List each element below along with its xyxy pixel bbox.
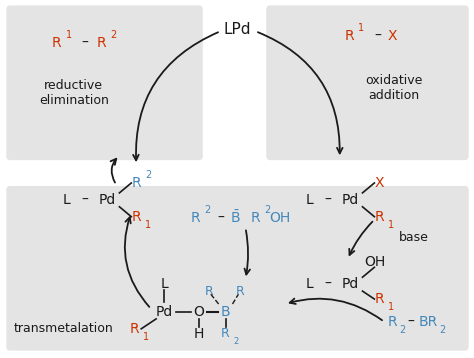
FancyBboxPatch shape [6, 5, 203, 160]
Text: X: X [388, 29, 397, 43]
Text: OH: OH [270, 211, 291, 225]
Text: 2: 2 [145, 170, 151, 180]
Text: Pd: Pd [99, 193, 116, 207]
Text: L: L [306, 193, 314, 207]
Text: 2: 2 [110, 30, 117, 40]
Text: R: R [251, 211, 260, 225]
Text: R: R [204, 285, 213, 297]
Text: Pd: Pd [155, 305, 173, 319]
Text: L: L [306, 277, 314, 291]
Text: elimination: elimination [39, 94, 109, 107]
Text: –: – [374, 29, 381, 43]
Text: R: R [129, 322, 139, 336]
Text: 2: 2 [234, 337, 239, 346]
Text: X: X [374, 176, 384, 190]
Text: B: B [221, 305, 230, 319]
Text: 2: 2 [205, 205, 211, 215]
Text: 1: 1 [388, 220, 394, 229]
Text: R: R [52, 36, 62, 50]
Text: 2: 2 [439, 325, 445, 335]
FancyBboxPatch shape [266, 5, 469, 160]
Text: 1: 1 [358, 23, 365, 33]
Text: –: – [324, 277, 331, 291]
FancyBboxPatch shape [6, 186, 469, 350]
Text: transmetalation: transmetalation [14, 322, 114, 335]
Text: O: O [193, 305, 204, 319]
Text: –: – [81, 193, 88, 207]
Text: oxidative: oxidative [365, 74, 423, 87]
Text: Pd: Pd [342, 277, 359, 291]
Text: R: R [345, 29, 355, 43]
Text: –: – [217, 211, 224, 225]
Text: 1: 1 [143, 332, 149, 342]
Text: addition: addition [369, 89, 420, 102]
Text: H: H [193, 327, 204, 341]
Text: 2: 2 [399, 325, 405, 335]
Text: R: R [131, 176, 141, 190]
Text: 2: 2 [264, 205, 270, 215]
Text: –: – [407, 315, 414, 329]
Text: R: R [221, 327, 230, 340]
Text: 1: 1 [145, 220, 151, 229]
Text: 1: 1 [388, 302, 394, 312]
Text: R: R [387, 315, 397, 329]
Text: base: base [399, 231, 429, 244]
Text: –: – [324, 193, 331, 207]
Text: R: R [131, 210, 141, 224]
Text: R: R [191, 211, 201, 225]
Text: R: R [374, 210, 384, 224]
Text: Pd: Pd [342, 193, 359, 207]
Text: R: R [236, 285, 245, 297]
Text: 1: 1 [66, 30, 72, 40]
Text: R: R [97, 36, 106, 50]
Text: R: R [374, 292, 384, 306]
Text: reductive: reductive [44, 79, 103, 92]
Text: L: L [160, 277, 168, 291]
Text: LPd: LPd [224, 22, 251, 37]
Text: $\mathregular{\bar{B}}$: $\mathregular{\bar{B}}$ [230, 209, 241, 226]
Text: –: – [81, 36, 88, 50]
Text: BR: BR [419, 315, 438, 329]
Text: OH: OH [364, 255, 385, 269]
Text: L: L [63, 193, 71, 207]
